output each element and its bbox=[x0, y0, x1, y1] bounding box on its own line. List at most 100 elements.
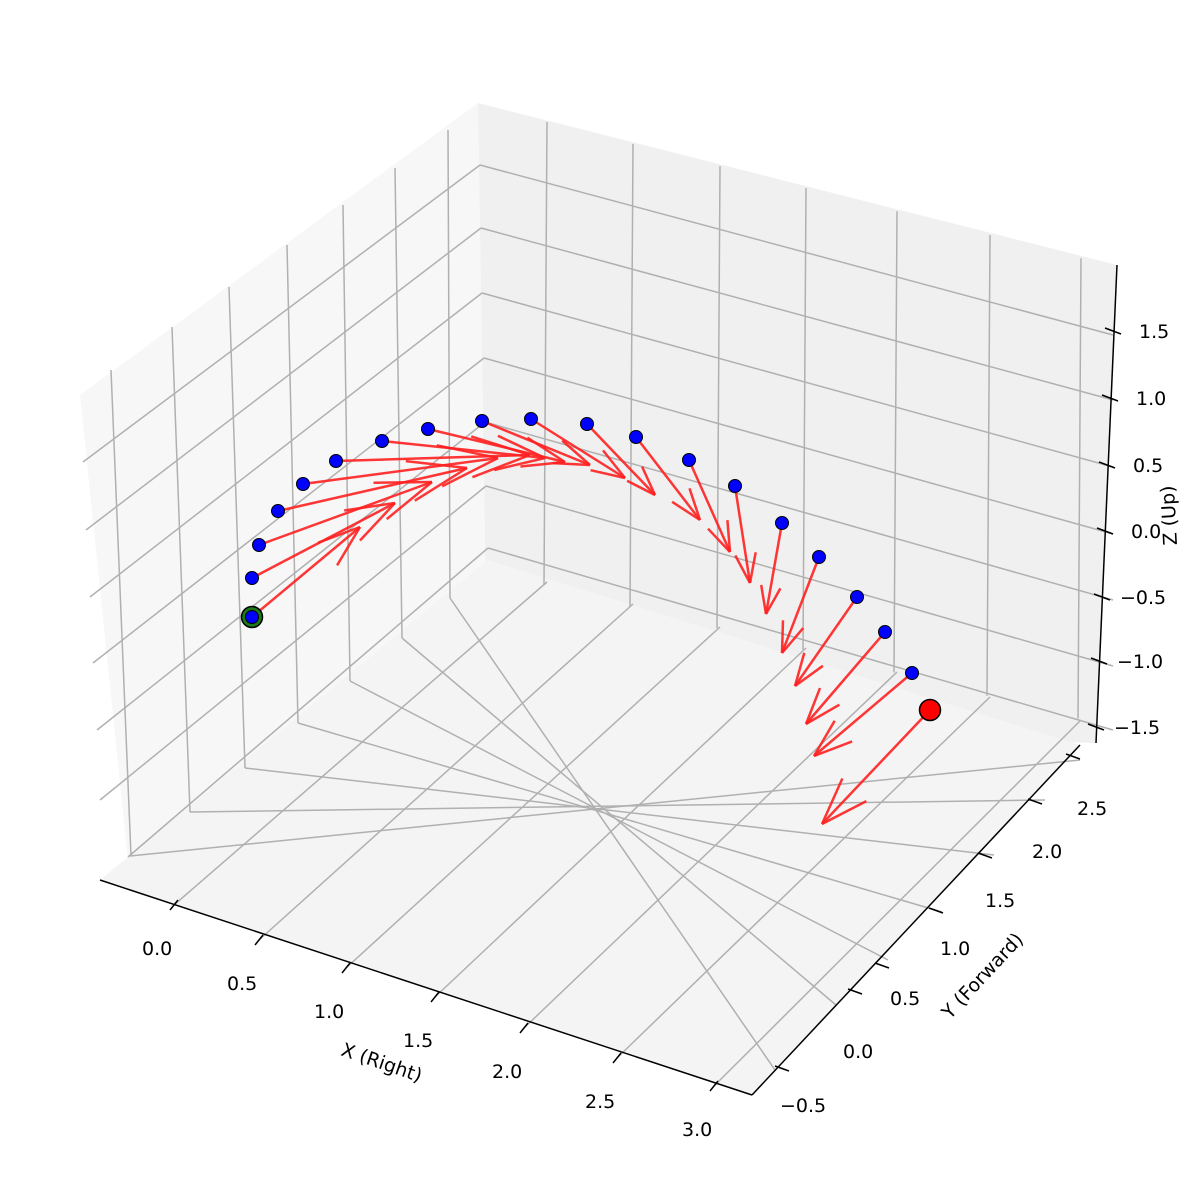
z-tick-label: −1.0 bbox=[1117, 651, 1163, 673]
x-tick-label: 2.0 bbox=[492, 1061, 522, 1083]
z-axis-label: Z (Up) bbox=[1157, 485, 1182, 546]
direction-arrows bbox=[251, 417, 931, 826]
trajectory-point bbox=[878, 625, 892, 639]
x-tick-label: 0.0 bbox=[142, 938, 172, 960]
x-tick bbox=[254, 934, 264, 946]
trajectory-point bbox=[775, 516, 789, 530]
direction-arrow bbox=[530, 417, 626, 480]
trajectory-point bbox=[245, 571, 259, 585]
grid-line bbox=[173, 581, 548, 906]
grid-line bbox=[479, 164, 1114, 336]
trajectory-point bbox=[375, 434, 389, 448]
grid-line bbox=[394, 167, 403, 639]
direction-arrow bbox=[586, 423, 657, 497]
y-tick-label: 0.0 bbox=[843, 1041, 873, 1063]
floor-pane bbox=[100, 560, 1080, 1095]
z-tick-label: 1.0 bbox=[1136, 388, 1166, 410]
trajectory-point bbox=[850, 590, 864, 604]
grid-line bbox=[129, 759, 1081, 857]
z-tick-label: −0.5 bbox=[1120, 587, 1166, 609]
z-tick bbox=[1098, 461, 1116, 469]
grid-line bbox=[85, 227, 482, 531]
trajectory-point bbox=[252, 538, 266, 552]
z-tick-label: 0.0 bbox=[1131, 521, 1161, 543]
grid-line bbox=[487, 547, 1114, 731]
panes bbox=[80, 103, 1117, 1095]
grid-line bbox=[244, 767, 995, 856]
direction-arrow bbox=[804, 631, 886, 726]
grid-line bbox=[1077, 258, 1082, 719]
y-tick bbox=[1065, 753, 1081, 760]
grid-line bbox=[342, 204, 351, 682]
z-tick bbox=[1096, 527, 1114, 535]
grid-line bbox=[258, 603, 634, 941]
trajectory-point bbox=[728, 479, 742, 493]
end-point-marker bbox=[918, 698, 942, 722]
direction-arrow bbox=[780, 556, 821, 654]
y-axis-line bbox=[751, 744, 1081, 1096]
x-tick-label: 1.5 bbox=[403, 1030, 433, 1052]
grid-line bbox=[96, 421, 486, 731]
grid-line bbox=[110, 369, 132, 857]
y-tick bbox=[1027, 798, 1043, 805]
z-tick bbox=[1090, 657, 1108, 665]
trajectory-point bbox=[475, 414, 489, 428]
grid-line bbox=[543, 121, 548, 586]
z-tick bbox=[1104, 327, 1122, 335]
z-tick-label: 1.5 bbox=[1139, 321, 1169, 343]
x-axis-line bbox=[99, 879, 753, 1096]
z-axis-line bbox=[1095, 264, 1118, 744]
tick-labels: 0.0 0.5 1.0 1.5 2.0 2.5 3.0 −0.5 0.0 0.5 1.0 1.5 2.0… bbox=[142, 321, 1169, 1141]
grid-line bbox=[447, 129, 451, 599]
x-tick bbox=[612, 1052, 622, 1064]
grid-line bbox=[228, 286, 246, 769]
x-tick bbox=[430, 991, 440, 1003]
x-tick-label: 1.0 bbox=[314, 1001, 344, 1023]
y-tick-label: 1.0 bbox=[940, 938, 970, 960]
grid-line bbox=[82, 164, 481, 463]
trajectory-point bbox=[329, 454, 343, 468]
direction-arrow bbox=[820, 709, 931, 826]
x-tick bbox=[169, 899, 179, 911]
grid-line bbox=[349, 680, 889, 961]
grid-line bbox=[92, 357, 485, 664]
direction-arrow bbox=[251, 501, 396, 580]
y-tick-label: 0.5 bbox=[890, 988, 920, 1010]
grid-line bbox=[345, 626, 721, 969]
trajectory-point bbox=[271, 504, 285, 518]
gridlines bbox=[82, 121, 1114, 1087]
y-tick-label: 2.5 bbox=[1077, 798, 1107, 820]
direction-arrow bbox=[733, 485, 757, 584]
direction-arrow bbox=[635, 436, 702, 522]
trajectory-point bbox=[629, 430, 643, 444]
direction-arrow bbox=[759, 522, 784, 615]
grid-line bbox=[89, 292, 483, 598]
grid-line bbox=[629, 143, 634, 607]
y-tick bbox=[774, 1065, 790, 1072]
trajectory-point bbox=[580, 417, 594, 431]
y-tick bbox=[874, 962, 890, 969]
grid-line bbox=[297, 722, 943, 913]
trajectory-point bbox=[245, 610, 259, 624]
x-tick-label: 2.5 bbox=[585, 1091, 615, 1113]
trajectory-point bbox=[421, 422, 435, 436]
grid-line bbox=[484, 421, 1114, 601]
trajectory-point bbox=[905, 666, 919, 680]
grid-line bbox=[449, 597, 776, 1071]
grid-line bbox=[893, 211, 898, 673]
grid-line bbox=[481, 292, 1114, 468]
x-tick bbox=[341, 962, 351, 974]
y-tick bbox=[928, 907, 944, 914]
trajectory-point bbox=[682, 453, 696, 467]
y-tick-label: −0.5 bbox=[780, 1095, 826, 1117]
ticks bbox=[169, 327, 1122, 1092]
y-tick bbox=[847, 988, 863, 995]
grid-line bbox=[286, 244, 299, 724]
grid-line bbox=[716, 166, 721, 629]
y-tick bbox=[977, 852, 993, 859]
grid-line bbox=[986, 234, 991, 696]
x-tick-label: 0.5 bbox=[227, 973, 257, 995]
trajectory-point bbox=[296, 477, 310, 491]
grid-line bbox=[616, 696, 991, 1059]
